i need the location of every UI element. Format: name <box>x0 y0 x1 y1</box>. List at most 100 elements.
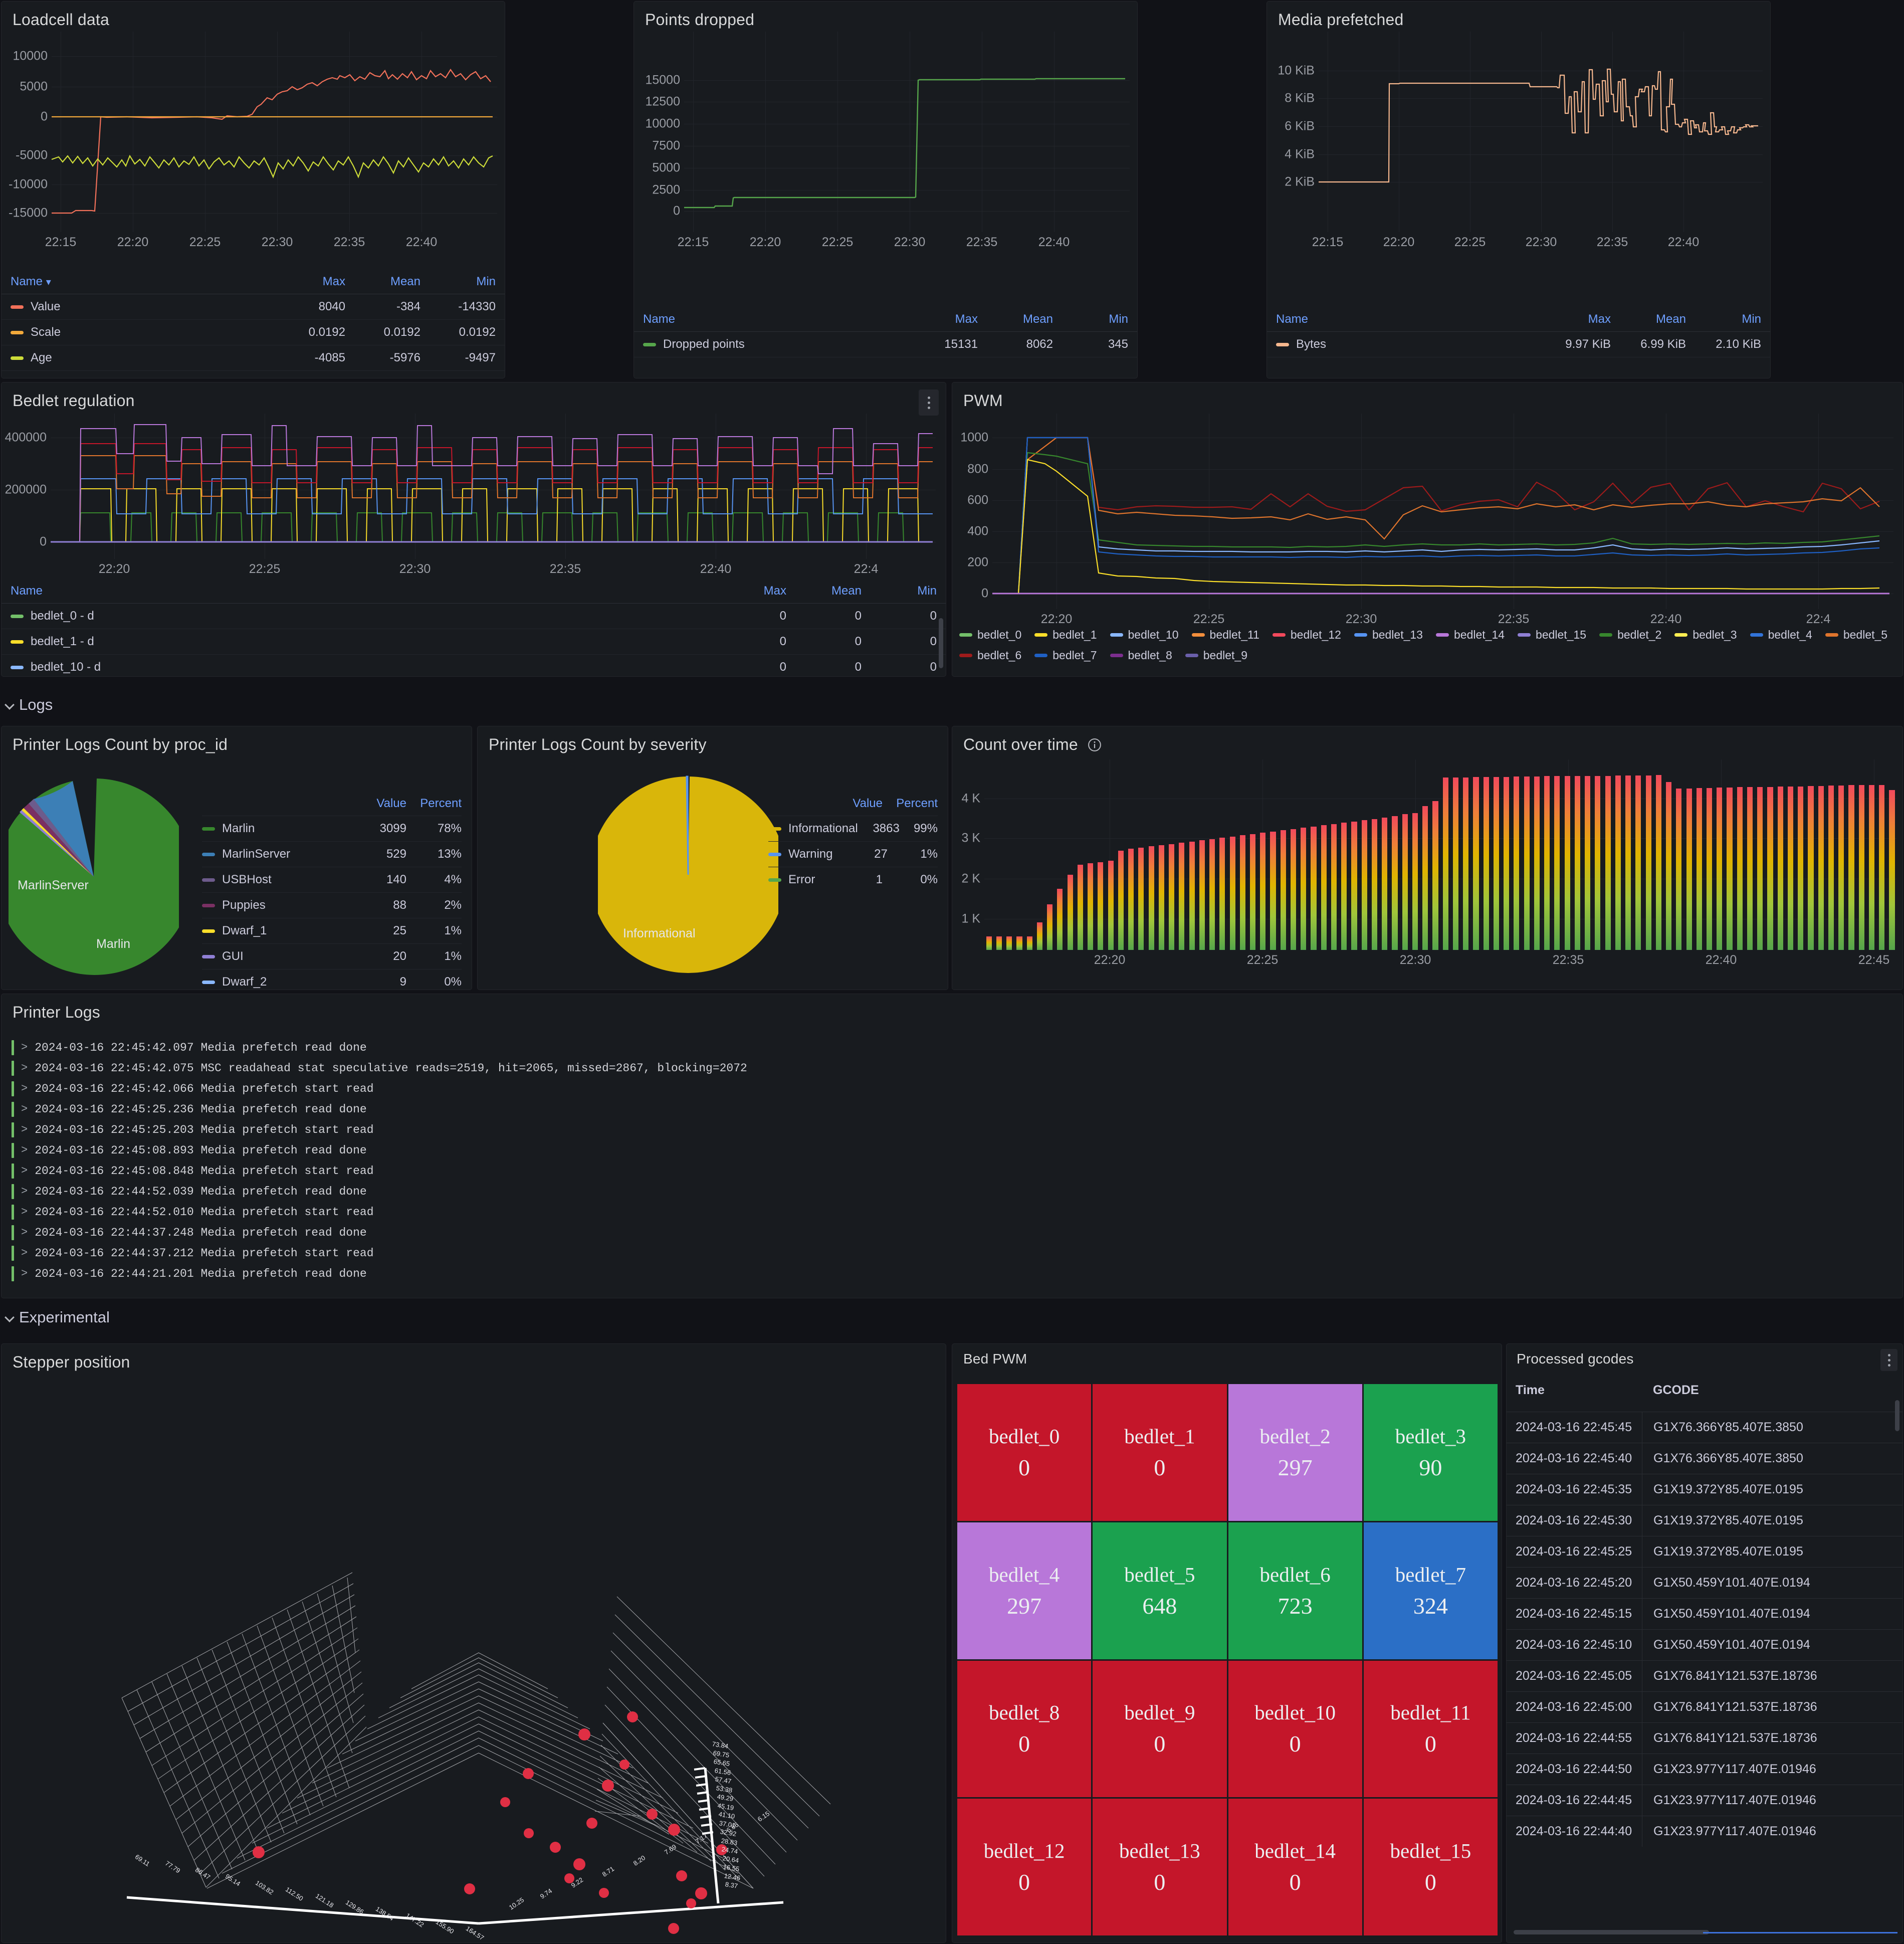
legend-col-max[interactable]: Max <box>955 312 978 326</box>
legend-col-mean[interactable]: Mean <box>390 275 420 288</box>
pwm-legend-item[interactable]: bedlet_8 <box>1110 649 1172 662</box>
log-row[interactable]: >2024-03-16 22:45:08.848 Media prefetch … <box>2 1160 1902 1181</box>
series-color-swatch[interactable] <box>1599 633 1613 637</box>
printer-logs-list[interactable]: >2024-03-16 22:45:42.097 Media prefetch … <box>2 1037 1902 1284</box>
series-color-swatch[interactable] <box>1034 633 1048 637</box>
pwm-legend-item[interactable]: bedlet_5 <box>1825 628 1887 642</box>
table-row[interactable]: 2024-03-16 22:45:45 G1X76.366Y85.407E.385… <box>1507 1412 1902 1443</box>
series-color-swatch[interactable] <box>1110 654 1123 657</box>
legend-col-min[interactable]: Min <box>1109 312 1128 326</box>
series-color-swatch[interactable] <box>11 665 24 669</box>
table-row[interactable]: 2024-03-16 22:45:15 G1X50.459Y101.407E.01… <box>1507 1598 1902 1629</box>
expand-caret-icon[interactable]: > <box>21 1123 28 1136</box>
bed-pwm-cell[interactable]: bedlet_5 648 <box>1093 1522 1227 1659</box>
legend-row[interactable]: bedlet_10 - d 0 0 0 <box>2 655 946 676</box>
panel-menu-button[interactable] <box>919 390 939 416</box>
log-row[interactable]: >2024-03-16 22:45:25.203 Media prefetch … <box>2 1119 1902 1140</box>
table-row[interactable]: 2024-03-16 22:44:55 G1X76.841Y121.537E.18… <box>1507 1722 1902 1754</box>
series-color-swatch[interactable] <box>202 954 215 958</box>
bed-pwm-cell[interactable]: bedlet_10 0 <box>1228 1660 1362 1798</box>
panel-menu-button[interactable] <box>1880 1349 1897 1371</box>
log-row[interactable]: >2024-03-16 22:45:42.066 Media prefetch … <box>2 1078 1902 1099</box>
pwm-legend-item[interactable]: bedlet_9 <box>1185 649 1247 662</box>
series-color-swatch[interactable] <box>11 614 24 618</box>
series-color-swatch[interactable] <box>1825 633 1838 637</box>
pwm-legend-item[interactable]: bedlet_12 <box>1272 628 1341 642</box>
column-header-gcode[interactable]: GCODE <box>1653 1383 1699 1397</box>
legend-col-name[interactable]: Name <box>1276 312 1309 326</box>
legend-col-value[interactable]: Value <box>853 797 883 810</box>
bed-pwm-cell[interactable]: bedlet_14 0 <box>1228 1799 1362 1935</box>
log-row[interactable]: >2024-03-16 22:44:52.010 Media prefetch … <box>2 1202 1902 1222</box>
log-row[interactable]: >2024-03-16 22:45:42.075 MSC readahead s… <box>2 1058 1902 1078</box>
legend-sort-name[interactable]: Name ▾ <box>11 275 51 288</box>
table-row[interactable]: 2024-03-16 22:44:45 G1X23.977Y117.407E.01… <box>1507 1785 1902 1816</box>
series-color-swatch[interactable] <box>202 980 215 984</box>
table-row[interactable]: 2024-03-16 22:45:35 G1X19.372Y85.407E.019… <box>1507 1474 1902 1505</box>
legend-col-mean[interactable]: Mean <box>1022 312 1053 326</box>
table-row[interactable]: 2024-03-16 22:45:30 G1X19.372Y85.407E.019… <box>1507 1505 1902 1536</box>
legend-col-name[interactable]: Name <box>643 312 676 326</box>
pwm-legend-item[interactable]: bedlet_10 <box>1110 628 1179 642</box>
table-vertical-scrollbar[interactable] <box>1895 1400 1899 1431</box>
pwm-legend-item[interactable]: bedlet_11 <box>1191 628 1259 642</box>
table-row[interactable]: 2024-03-16 22:45:25 G1X19.372Y85.407E.019… <box>1507 1536 1902 1567</box>
legend-col-max[interactable]: Max <box>1588 312 1611 326</box>
legend-scrollbar[interactable] <box>939 618 943 668</box>
table-horizontal-scrollbar[interactable] <box>1514 1930 1709 1934</box>
bed-pwm-cell[interactable]: bedlet_15 0 <box>1363 1799 1498 1935</box>
series-color-swatch[interactable] <box>643 342 656 346</box>
legend-row[interactable]: MarlinServer 529 13% <box>202 841 462 867</box>
section-row-logs[interactable]: Logs <box>6 696 53 714</box>
series-color-swatch[interactable] <box>1750 633 1763 637</box>
legend-row[interactable]: Age -4085 -5976 -9497 <box>2 345 505 371</box>
bed-pwm-cell[interactable]: bedlet_3 90 <box>1363 1384 1498 1521</box>
expand-caret-icon[interactable]: > <box>21 1226 28 1239</box>
chevron-down-icon[interactable] <box>6 701 14 709</box>
expand-caret-icon[interactable]: > <box>21 1185 28 1198</box>
bed-pwm-cell[interactable]: bedlet_7 324 <box>1363 1522 1498 1659</box>
series-color-swatch[interactable] <box>11 330 24 334</box>
pwm-legend-item[interactable]: bedlet_1 <box>1034 628 1097 642</box>
pwm-legend-item[interactable]: bedlet_15 <box>1518 628 1586 642</box>
legend-col-value[interactable]: Value <box>376 797 406 810</box>
legend-row[interactable]: Dwarf_2 9 0% <box>202 969 462 990</box>
bed-pwm-cell[interactable]: bedlet_13 0 <box>1093 1799 1227 1935</box>
legend-col-min[interactable]: Min <box>1742 312 1761 326</box>
legend-col-min[interactable]: Min <box>476 275 496 288</box>
expand-caret-icon[interactable]: > <box>21 1062 28 1074</box>
legend-row[interactable]: USBHost 140 4% <box>202 867 462 892</box>
series-color-swatch[interactable] <box>1185 654 1198 657</box>
bed-pwm-cell[interactable]: bedlet_4 297 <box>957 1522 1092 1659</box>
series-color-swatch[interactable] <box>768 878 781 882</box>
column-header-time[interactable]: Time <box>1516 1383 1545 1397</box>
legend-col-mean[interactable]: Mean <box>831 584 862 598</box>
series-color-swatch[interactable] <box>1518 633 1531 637</box>
series-color-swatch[interactable] <box>768 852 781 856</box>
bed-pwm-cell[interactable]: bedlet_11 0 <box>1363 1660 1498 1798</box>
legend-row[interactable]: Puppies 88 2% <box>202 892 462 918</box>
expand-caret-icon[interactable]: > <box>21 1206 28 1218</box>
legend-row[interactable]: bedlet_0 - d 0 0 0 <box>2 604 946 629</box>
expand-caret-icon[interactable]: > <box>21 1144 28 1156</box>
series-color-swatch[interactable] <box>1272 633 1286 637</box>
series-color-swatch[interactable] <box>1276 342 1289 346</box>
table-row[interactable]: 2024-03-16 22:44:50 G1X23.977Y117.407E.01… <box>1507 1754 1902 1785</box>
legend-row[interactable]: Dropped points 15131 8062 345 <box>634 332 1137 357</box>
log-row[interactable]: >2024-03-16 22:44:21.201 Media prefetch … <box>2 1263 1902 1284</box>
log-row[interactable]: >2024-03-16 22:44:37.248 Media prefetch … <box>2 1222 1902 1243</box>
legend-col-min[interactable]: Min <box>917 584 937 598</box>
legend-col-percent[interactable]: Percent <box>420 797 462 810</box>
log-row[interactable]: >2024-03-16 22:44:37.212 Media prefetch … <box>2 1243 1902 1263</box>
legend-col-max[interactable]: Max <box>763 584 786 598</box>
pwm-legend-item[interactable]: bedlet_6 <box>959 649 1021 662</box>
bed-pwm-cell[interactable]: bedlet_2 297 <box>1228 1384 1362 1521</box>
series-color-swatch[interactable] <box>1110 633 1123 637</box>
legend-col-max[interactable]: Max <box>322 275 345 288</box>
bed-pwm-cell[interactable]: bedlet_9 0 <box>1093 1660 1227 1798</box>
table-row[interactable]: 2024-03-16 22:45:10 G1X50.459Y101.407E.01… <box>1507 1629 1902 1660</box>
legend-row[interactable]: GUI 20 1% <box>202 943 462 969</box>
series-color-swatch[interactable] <box>11 356 24 360</box>
bed-pwm-cell[interactable]: bedlet_1 0 <box>1093 1384 1227 1521</box>
legend-row[interactable]: bedlet_1 - d 0 0 0 <box>2 629 946 655</box>
